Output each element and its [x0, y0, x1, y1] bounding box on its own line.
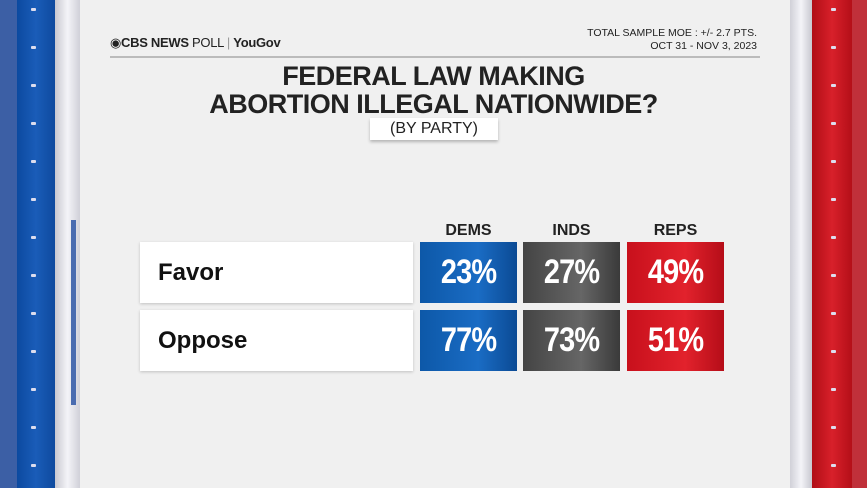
- stripe-tick: [31, 426, 36, 429]
- stripe-tick: [31, 160, 36, 163]
- cell-favor-inds: 27%: [523, 242, 620, 303]
- stripe-tick: [831, 426, 836, 429]
- stripe-tick: [831, 8, 836, 11]
- column-header-inds: INDS: [552, 222, 591, 239]
- column-header-reps: REPS: [653, 222, 698, 239]
- cell-oppose-inds: 73%: [523, 310, 620, 371]
- stripe-tick: [31, 46, 36, 49]
- column-header-dems: DEMS: [445, 222, 492, 239]
- left-accent: [71, 220, 76, 405]
- stripe-tick: [831, 312, 836, 315]
- stripe-tick: [31, 388, 36, 391]
- stripe-tick: [831, 198, 836, 201]
- right-silver-stripe: [790, 0, 812, 488]
- stripe-tick: [831, 274, 836, 277]
- stripe-tick: [31, 8, 36, 11]
- title-line-2: ABORTION ILLEGAL NATIONWIDE?: [209, 89, 658, 119]
- title-line-1: FEDERAL LAW MAKING: [282, 61, 585, 91]
- stripe-tick: [31, 274, 36, 277]
- stripe-tick: [31, 84, 36, 87]
- row-label-oppose: Oppose: [140, 310, 413, 371]
- stripe-tick: [831, 350, 836, 353]
- stripe-tick: [831, 84, 836, 87]
- stripe-tick: [31, 312, 36, 315]
- stripe-tick: [831, 46, 836, 49]
- right-red-border: [852, 0, 867, 488]
- cbs-yougov-logo: ◉CBS NEWS POLL | YouGov: [110, 35, 281, 50]
- cell-favor-dems: 23%: [420, 242, 517, 303]
- stripe-tick: [31, 350, 36, 353]
- stripe-tick: [831, 464, 836, 467]
- stripe-tick: [831, 160, 836, 163]
- stripe-tick: [31, 236, 36, 239]
- cell-favor-reps: 49%: [627, 242, 724, 303]
- right-red-stripe: [812, 0, 852, 488]
- poll-info: TOTAL SAMPLE MOE : +/- 2.7 PTS. OCT 31 -…: [587, 27, 757, 53]
- stripe-tick: [31, 464, 36, 467]
- poll-dates: OCT 31 - NOV 3, 2023: [650, 40, 757, 52]
- cell-oppose-dems: 77%: [420, 310, 517, 371]
- stripe-tick: [31, 198, 36, 201]
- left-blue-stripe: [17, 0, 55, 488]
- moe-text: TOTAL SAMPLE MOE : +/- 2.7 PTS.: [587, 27, 757, 39]
- left-blue-border: [0, 0, 17, 488]
- stripe-tick: [831, 122, 836, 125]
- stripe-tick: [831, 388, 836, 391]
- chart-subtitle: (BY PARTY): [370, 118, 498, 140]
- stripe-tick: [831, 236, 836, 239]
- cell-oppose-reps: 51%: [627, 310, 724, 371]
- row-label-favor: Favor: [140, 242, 413, 303]
- divider: [110, 56, 760, 58]
- chart-title: FEDERAL LAW MAKING ABORTION ILLEGAL NATI…: [0, 62, 867, 118]
- stripe-tick: [31, 122, 36, 125]
